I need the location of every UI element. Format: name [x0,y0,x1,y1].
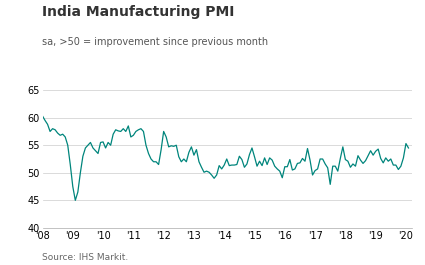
Text: Source: IHS Markit.: Source: IHS Markit. [42,253,129,262]
Text: sa, >50 = improvement since previous month: sa, >50 = improvement since previous mon… [42,37,269,47]
Text: India Manufacturing PMI: India Manufacturing PMI [42,5,235,19]
